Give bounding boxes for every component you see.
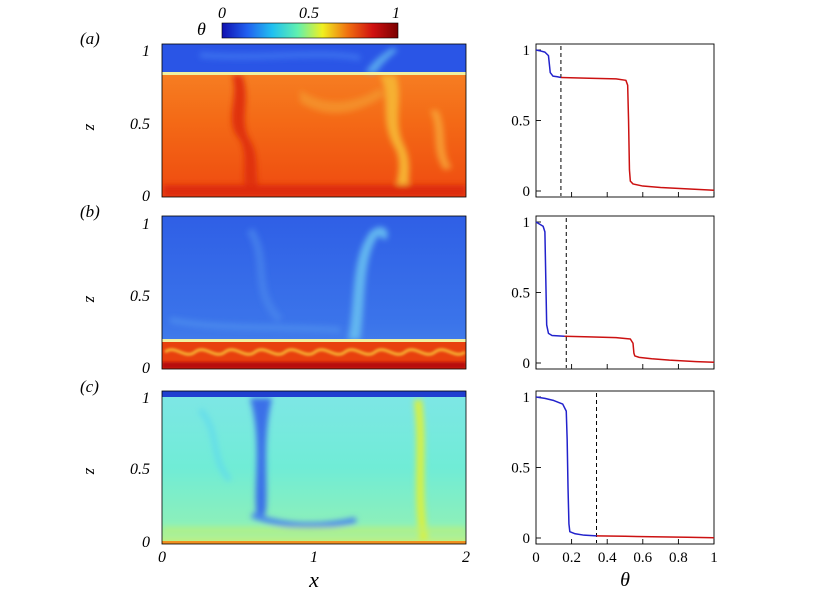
field-c-bottom (162, 541, 466, 544)
zaxis-c-tick-half: 0.5 (130, 461, 150, 478)
profile-frame-c (535, 390, 715, 545)
profile-c-series-red (596, 535, 715, 539)
xaxis-tick-2: 2 (462, 549, 470, 566)
colorbar-tick-1: 1 (392, 5, 400, 22)
profile-b-ytick-label: 0.5 (511, 286, 530, 302)
profile-c-xtick-label: 0 (532, 550, 540, 566)
profile-c-xtick-label: 0.8 (669, 550, 688, 566)
profile-a-ytick-label: 1 (523, 43, 531, 59)
temperature-field-a (162, 44, 466, 197)
profile-c-ytick-label: 0.5 (511, 461, 530, 477)
profile-c-ytick-label: 0 (523, 531, 531, 547)
field-a-plumes (163, 75, 466, 197)
profile-plot-a: 00.51 (511, 43, 715, 200)
profile-c-xtick-label: 0.2 (562, 550, 581, 566)
xaxis-tick-1: 1 (310, 549, 318, 566)
profile-b-ytick-label: 0 (523, 356, 531, 372)
profile-c-xtick-label: 1 (710, 550, 718, 566)
profile-a-series-red (560, 76, 715, 192)
colorbar-tick-0: 0 (218, 5, 226, 22)
field-a-interface (162, 72, 466, 75)
profile-frame-b (535, 215, 715, 370)
panel-label-a: (a) (80, 29, 100, 48)
zaxis-c-tick-0: 0 (142, 534, 150, 551)
profile-c-series-blue (535, 396, 597, 537)
xaxis-label: x (308, 567, 319, 592)
temperature-field-b (162, 216, 466, 369)
zaxis-b-tick-half: 0.5 (130, 288, 150, 305)
panel-label-c: (c) (80, 377, 99, 396)
field-c-bulk (162, 391, 466, 544)
zaxis-a-label: z (82, 123, 101, 131)
zaxis-b-label: z (82, 295, 101, 303)
colorbar-tick-mid: 0.5 (299, 5, 319, 22)
zaxis-b-tick-1: 1 (142, 216, 150, 233)
xaxis-tick-0: 0 (158, 549, 166, 566)
panel-label-b: (b) (80, 202, 100, 221)
field-c-plumes (162, 398, 466, 541)
zaxis-c-label: z (82, 467, 101, 475)
profile-c-ytick-label: 1 (523, 390, 531, 406)
colorbar: θ 0 0.5 1 (197, 5, 400, 39)
profile-c-xtick-label: 0.4 (598, 550, 617, 566)
field-b-plumes (169, 226, 388, 340)
profile-a-ytick-label: 0 (523, 184, 531, 200)
field-c-layer (162, 391, 466, 397)
profile-frame-a (535, 43, 715, 198)
profile-c-xtick-label: 0.6 (633, 550, 652, 566)
profile-plot-b: 00.51 (511, 215, 715, 372)
zaxis-c-tick-1: 1 (142, 390, 150, 407)
profile-plot-c: 0 0.5 1 0 0.2 0.4 0.6 0.8 1 θ (511, 390, 718, 591)
profile-a-series-blue (535, 49, 562, 79)
field-axes: 1 0.5 0 z 1 0.5 0 z 1 0.5 0 z 0 1 2 x (82, 43, 470, 592)
field-b-interface (162, 339, 466, 342)
profile-a-ytick-label: 0.5 (511, 114, 530, 130)
profile-b-series-blue (535, 221, 565, 337)
zaxis-a-tick-half: 0.5 (130, 116, 150, 133)
colorbar-symbol: θ (197, 19, 206, 39)
zaxis-b-tick-0: 0 (142, 360, 150, 377)
profile-b-series-red (564, 335, 715, 364)
zaxis-a-tick-0: 0 (142, 188, 150, 205)
colorbar-gradient (221, 22, 399, 39)
zaxis-a-tick-1: 1 (142, 43, 150, 60)
profile-b-ytick-label: 1 (523, 215, 531, 231)
temperature-field-c (162, 391, 466, 544)
profile-xlabel: θ (620, 569, 630, 591)
